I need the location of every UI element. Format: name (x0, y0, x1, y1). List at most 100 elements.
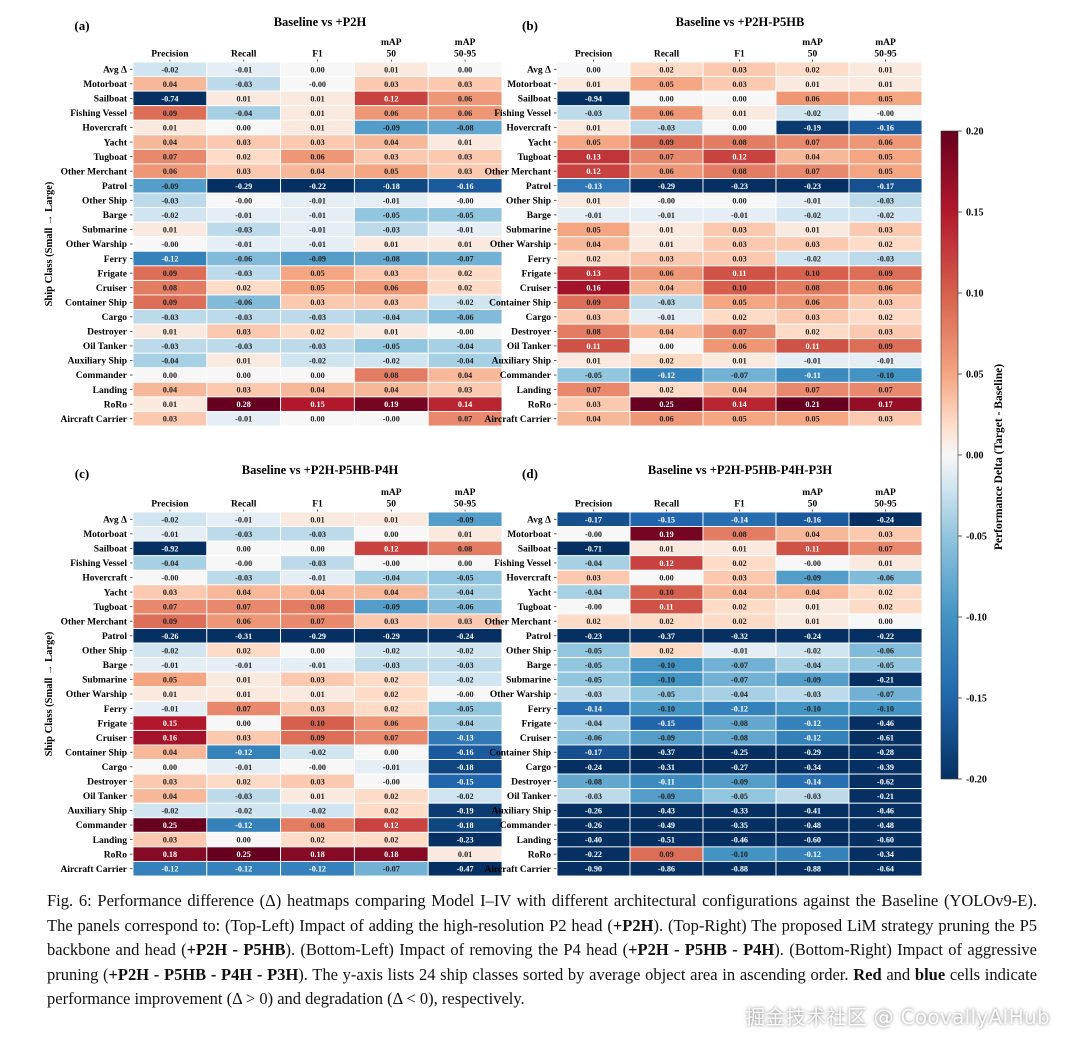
cell-value: 0.18 (163, 850, 177, 859)
row-label: Patrol (526, 182, 552, 192)
row-label: Ferry (528, 705, 551, 715)
row-label: Hovercraft (506, 574, 551, 584)
figure-caption: Fig. 6: Performance difference (Δ) heatm… (47, 889, 1037, 1012)
row-label: Barge (527, 211, 551, 221)
row-label: Frigate (521, 269, 551, 279)
cell-value: 0.12 (384, 544, 398, 553)
cell-value: 0.03 (458, 617, 472, 626)
cell-value: 0.01 (310, 792, 324, 801)
cell-value: -0.00 (161, 240, 178, 249)
cell-value: -0.24 (804, 632, 821, 641)
cell-value: -0.04 (235, 109, 252, 118)
cell-value: -0.86 (658, 865, 675, 874)
row-label: Container Ship (489, 298, 551, 308)
column-header: F1 (312, 50, 323, 60)
cell-value: 0.08 (586, 327, 600, 336)
cell-value: -0.04 (161, 559, 178, 568)
cell-value: -0.01 (804, 356, 821, 365)
cell-value: 0.02 (659, 617, 673, 626)
cell-value: -0.29 (309, 632, 326, 641)
cell-value: 0.07 (458, 415, 472, 424)
cell-value: 0.11 (587, 342, 601, 351)
cell-value: 0.06 (384, 284, 398, 293)
column-header: mAP 50 (802, 488, 823, 510)
cell-value: -0.24 (585, 763, 602, 772)
cell-value: -0.07 (731, 661, 748, 670)
cell-value: -0.03 (457, 661, 474, 670)
cell-value: 0.01 (659, 544, 673, 553)
cell-value: 0.04 (458, 371, 472, 380)
cell-value: -0.03 (804, 792, 821, 801)
column-header: Precision (151, 500, 189, 510)
row-label: Yacht (104, 588, 128, 598)
cell-value: -0.35 (731, 821, 748, 830)
cell-value: 0.02 (805, 65, 819, 74)
cell-value: 0.01 (163, 400, 177, 409)
column-header: mAP 50 (381, 38, 402, 60)
row-label: Sailboat (94, 95, 128, 105)
cell-value: 0.02 (384, 792, 398, 801)
cell-value: -0.51 (658, 836, 675, 845)
cell-value: -0.03 (877, 255, 894, 264)
cell-value: -0.09 (804, 675, 821, 684)
cell-value: -0.09 (658, 792, 675, 801)
cell-value: -0.17 (585, 748, 602, 757)
cell-value: 0.05 (732, 298, 746, 307)
cell-value: -0.10 (658, 661, 675, 670)
cell-value: -0.05 (585, 646, 602, 655)
cell-value: -0.05 (457, 705, 474, 714)
row-label: Avg Δ (103, 515, 127, 525)
cell-value: 0.03 (384, 153, 398, 162)
cell-value: 0.00 (732, 124, 746, 133)
cell-value: -0.01 (457, 225, 474, 234)
cell-value: -0.00 (309, 80, 326, 89)
row-label: Yacht (528, 588, 552, 598)
row-label: Other Ship (506, 197, 551, 207)
cell-value: -0.34 (877, 850, 894, 859)
cell-value: 0.01 (458, 138, 472, 147)
cell-value: -0.49 (658, 821, 675, 830)
row-label: Oil Tanker (83, 342, 128, 352)
cell-value: 0.03 (384, 269, 398, 278)
cell-value: -0.03 (383, 661, 400, 670)
cell-value: 0.11 (733, 269, 747, 278)
cell-value: 0.15 (163, 719, 177, 728)
cell-value: 0.07 (732, 327, 746, 336)
cell-value: -0.04 (731, 690, 748, 699)
row-label: Avg Δ (527, 65, 551, 75)
cell-value: 0.18 (310, 850, 324, 859)
caption-bold-p3h: +P2H - P5HB - P4H - P3H (108, 964, 299, 984)
cell-value: 0.25 (237, 850, 251, 859)
cell-value: 0.01 (878, 80, 892, 89)
cell-value: -0.05 (585, 661, 602, 670)
cell-value: 0.01 (659, 240, 673, 249)
cell-value: -0.02 (804, 109, 821, 118)
cell-value: -0.06 (585, 734, 602, 743)
cell-value: 0.02 (384, 690, 398, 699)
cell-value: -0.12 (309, 865, 326, 874)
cell-value: -0.12 (804, 719, 821, 728)
cell-value: 0.12 (586, 167, 600, 176)
panel-title: Baseline vs +P2H (274, 15, 367, 29)
cell-value: -0.01 (383, 196, 400, 205)
cell-value: 0.01 (310, 109, 324, 118)
cell-value: -0.01 (804, 196, 821, 205)
row-label: Frigate (521, 719, 551, 729)
cell-value: -0.02 (309, 748, 326, 757)
cell-value: -0.01 (585, 211, 602, 220)
cell-value: 0.06 (163, 167, 177, 176)
cell-value: -0.09 (383, 603, 400, 612)
cell-value: -0.01 (161, 705, 178, 714)
cell-value: 0.03 (163, 777, 177, 786)
row-label: Cargo (526, 313, 552, 323)
cell-value: -0.40 (585, 836, 602, 845)
cell-value: -0.19 (804, 124, 821, 133)
cell-value: 0.04 (384, 588, 398, 597)
cell-value: -0.07 (383, 865, 400, 874)
row-label: Tugboat (518, 603, 552, 613)
cell-value: 0.04 (163, 138, 177, 147)
cell-value: 0.00 (458, 559, 472, 568)
cell-value: -0.04 (804, 661, 821, 670)
row-label: Other Merchant (61, 617, 128, 627)
cell-value: 0.00 (586, 65, 600, 74)
